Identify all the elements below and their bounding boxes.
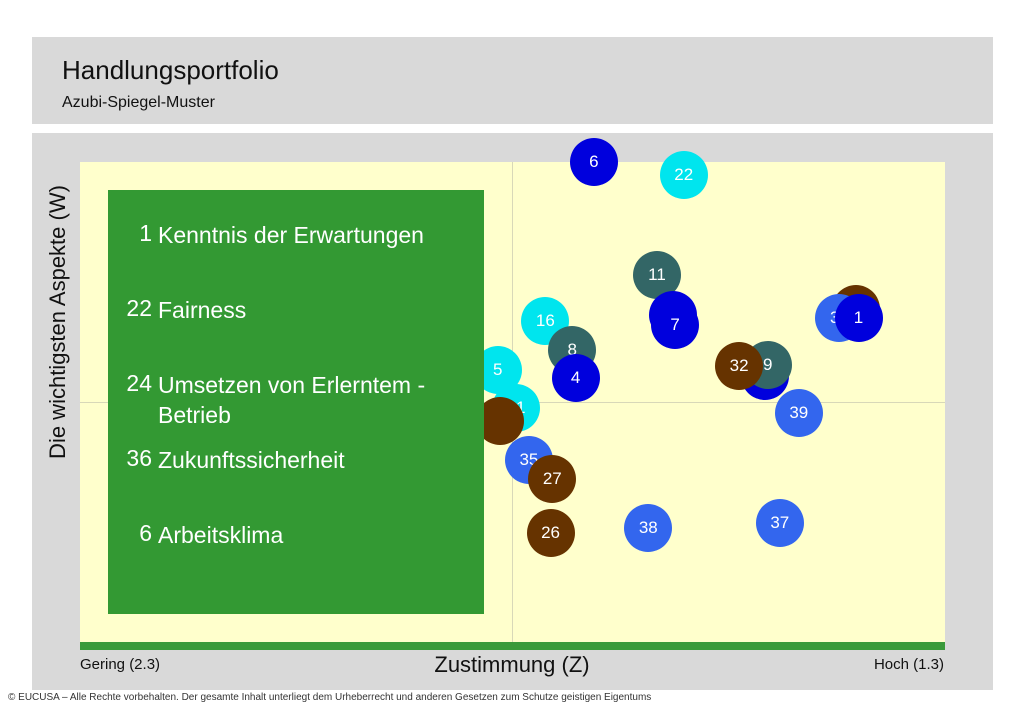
data-point: 4 <box>551 354 600 403</box>
x-axis-label: Zustimmung (Z) <box>434 652 590 677</box>
data-point: 26 <box>526 508 575 557</box>
legend-item-number: 6 <box>139 520 152 546</box>
legend-item-text: Umsetzen von Erlerntem - Betrieb <box>158 372 426 428</box>
data-point: 6 <box>569 138 618 186</box>
data-point: 22 <box>659 150 708 199</box>
data-point: 7 <box>651 301 700 350</box>
legend-item: 36 Zukunftssicherheit <box>108 445 478 475</box>
page-title: Handlungsportfolio <box>62 55 279 85</box>
data-point: 38 <box>624 503 673 552</box>
legend-item-number: 36 <box>126 445 152 471</box>
y-axis-label: Die wichtigsten Aspekte (W) <box>45 185 70 459</box>
legend-item: 1 Kenntnis der Erwartungen <box>108 220 478 250</box>
data-point: 16 <box>521 297 570 346</box>
legend-item-text: Fairness <box>158 297 247 323</box>
data-point: 27 <box>528 455 577 504</box>
x-axis-min-label: Gering (2.3) <box>80 656 161 673</box>
x-axis-max-label: Hoch (1.3) <box>873 656 944 673</box>
legend-item-text: Arbeitsklima <box>158 522 284 548</box>
data-point: 39 <box>774 389 823 438</box>
legend-item-number: 24 <box>126 370 152 396</box>
legend-box: 1 Kenntnis der Erwartungen 22 Fairness 2… <box>108 190 484 614</box>
legend-item: 22 Fairness <box>108 295 478 325</box>
header-bar: Handlungsportfolio Azubi-Spiegel-Muster <box>32 37 993 124</box>
legend-item: 6 Arbeitsklima <box>108 520 478 550</box>
x-axis-bar <box>80 642 945 650</box>
legend-item-number: 1 <box>139 220 152 246</box>
legend-item: 24 Umsetzen von Erlerntem - Betrieb <box>108 370 458 430</box>
data-point: 1 <box>834 293 883 342</box>
page-subtitle: Azubi-Spiegel-Muster <box>62 94 215 111</box>
legend-item-text: Zukunftssicherheit <box>158 447 345 473</box>
data-point: 37 <box>755 498 804 547</box>
legend-item-text: Kenntnis der Erwartungen <box>158 222 424 248</box>
copyright-footer: © EUCUSA – Alle Rechte vorbehalten. Der … <box>8 692 652 703</box>
legend-item-number: 22 <box>126 295 152 321</box>
data-point: 32 <box>715 341 764 390</box>
